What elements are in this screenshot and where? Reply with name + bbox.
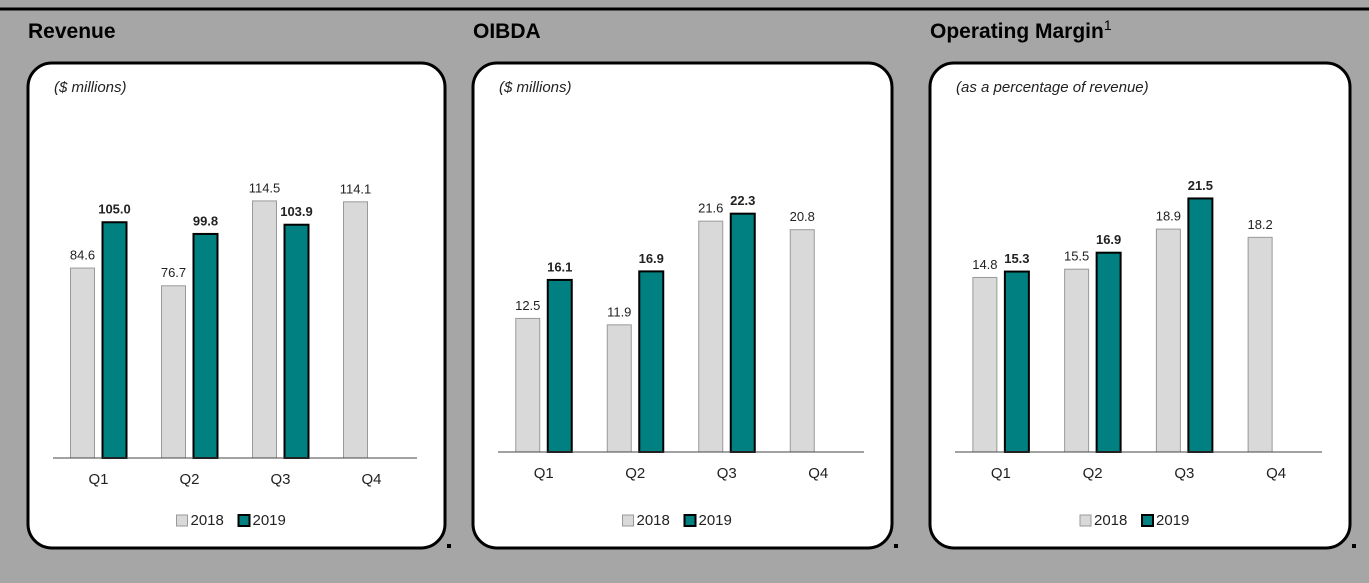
chart-title-text: Revenue bbox=[28, 20, 116, 43]
chart-title-text: Operating Margin bbox=[930, 20, 1104, 43]
x-tick-label: Q4 bbox=[808, 465, 828, 482]
legend-label: 2018 bbox=[1094, 512, 1127, 529]
x-tick-label: Q1 bbox=[534, 465, 554, 482]
bar bbox=[638, 270, 665, 453]
bar bbox=[1095, 251, 1122, 453]
chart-title: Revenue bbox=[28, 20, 116, 43]
data-label: 103.9 bbox=[280, 204, 313, 219]
subtitle: ($ millions) bbox=[54, 79, 127, 96]
bar bbox=[515, 317, 541, 453]
title-superscript: 1 bbox=[1104, 17, 1112, 33]
panel bbox=[928, 61, 1352, 550]
bar bbox=[1003, 270, 1030, 453]
data-label: 15.3 bbox=[1004, 251, 1029, 266]
bar bbox=[1247, 236, 1273, 453]
legend-label: 2018 bbox=[637, 512, 670, 529]
x-tick-label: Q3 bbox=[717, 465, 737, 482]
data-label: 18.2 bbox=[1247, 217, 1272, 232]
bar bbox=[101, 221, 128, 459]
legend-swatch bbox=[1079, 514, 1092, 527]
panel bbox=[26, 61, 447, 550]
data-label: 12.5 bbox=[515, 298, 540, 313]
data-label: 114.5 bbox=[249, 180, 281, 195]
data-label: 114.1 bbox=[340, 181, 372, 196]
legend-swatch bbox=[176, 514, 188, 527]
legend-swatch bbox=[1141, 514, 1154, 527]
data-label: 21.5 bbox=[1188, 178, 1213, 193]
bar bbox=[70, 267, 95, 459]
bar bbox=[698, 220, 724, 453]
x-tick-label: Q3 bbox=[1174, 465, 1194, 482]
bar bbox=[972, 276, 998, 453]
bar bbox=[192, 232, 219, 459]
data-label: 21.6 bbox=[698, 201, 723, 216]
data-label: 16.1 bbox=[547, 259, 572, 274]
data-label: 76.7 bbox=[161, 265, 186, 280]
data-label: 16.9 bbox=[1096, 232, 1121, 247]
data-label: 16.9 bbox=[639, 251, 664, 266]
bar bbox=[252, 200, 277, 459]
bar bbox=[606, 324, 632, 453]
panel-dot bbox=[447, 544, 451, 548]
panel-dot bbox=[894, 544, 898, 548]
legend-swatch bbox=[237, 514, 251, 527]
panel-dot bbox=[1352, 544, 1356, 548]
chart-title-text: OIBDA bbox=[473, 20, 541, 43]
chart-title: Operating Margin1 bbox=[930, 17, 1112, 43]
bar bbox=[546, 278, 573, 453]
data-label: 14.8 bbox=[972, 257, 997, 272]
legend-label: 2019 bbox=[253, 512, 286, 529]
x-tick-label: Q3 bbox=[270, 471, 290, 488]
x-tick-label: Q2 bbox=[625, 465, 645, 482]
bar bbox=[1155, 228, 1181, 453]
legend-label: 2018 bbox=[191, 512, 224, 529]
data-label: 22.3 bbox=[730, 193, 755, 208]
legend-swatch bbox=[622, 514, 634, 527]
subtitle: ($ millions) bbox=[499, 79, 572, 96]
panel bbox=[471, 61, 894, 550]
bar bbox=[161, 285, 186, 459]
data-label: 20.8 bbox=[790, 209, 815, 224]
data-label: 15.5 bbox=[1064, 249, 1089, 264]
bar bbox=[1064, 268, 1090, 453]
bar bbox=[1187, 197, 1214, 453]
x-tick-label: Q2 bbox=[179, 471, 199, 488]
x-tick-label: Q4 bbox=[1266, 465, 1286, 482]
data-label: 105.0 bbox=[98, 202, 131, 217]
data-label: 84.6 bbox=[70, 247, 95, 262]
legend-label: 2019 bbox=[1156, 512, 1189, 529]
data-label: 11.9 bbox=[607, 304, 631, 319]
bar bbox=[343, 201, 368, 459]
legend-label: 2019 bbox=[699, 512, 732, 529]
data-label: 18.9 bbox=[1156, 209, 1181, 224]
bar bbox=[283, 223, 310, 459]
x-tick-label: Q4 bbox=[361, 471, 381, 488]
bar bbox=[789, 229, 815, 453]
subtitle: (as a percentage of revenue) bbox=[956, 79, 1149, 96]
bar bbox=[729, 212, 756, 453]
legend-swatch bbox=[683, 514, 697, 527]
data-label: 99.8 bbox=[193, 213, 218, 228]
x-tick-label: Q1 bbox=[88, 471, 108, 488]
chart-title: OIBDA bbox=[473, 20, 541, 43]
x-tick-label: Q1 bbox=[991, 465, 1011, 482]
x-tick-label: Q2 bbox=[1083, 465, 1103, 482]
